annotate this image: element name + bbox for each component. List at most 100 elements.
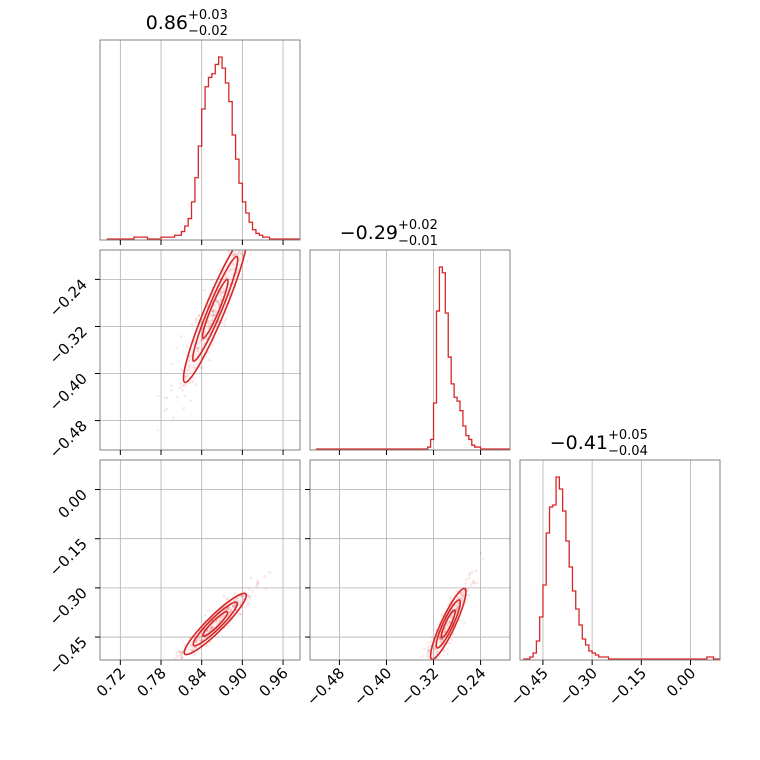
scatter-point: [240, 276, 243, 280]
scatter-point: [211, 308, 214, 312]
scatter-point: [266, 192, 269, 195]
scatter-point: [179, 386, 182, 390]
title-plus-error: +0.03: [188, 8, 228, 23]
scatter-point: [206, 630, 209, 633]
scatter-point: [468, 573, 471, 577]
scatter-point: [231, 604, 235, 608]
scatter-point: [211, 313, 215, 317]
panel-title-0: 0.86 +0.03−0.02: [146, 8, 228, 39]
scatter-point: [439, 638, 443, 642]
scatter-point: [232, 604, 235, 608]
scatter-point: [181, 389, 184, 392]
scatter-point: [241, 595, 245, 598]
y-tick-label: −0.45: [46, 633, 91, 678]
scatter-point: [228, 612, 232, 615]
contour-level-1: [192, 601, 239, 647]
scatter-point: [439, 640, 443, 644]
scatter-point: [195, 638, 199, 642]
scatter-point: [207, 358, 211, 362]
scatter-point: [256, 581, 259, 584]
scatter-point: [237, 250, 241, 253]
scatter-point: [206, 644, 210, 647]
panel-frame: [99, 459, 301, 661]
scatter-point: [427, 653, 430, 656]
scatter-point: [456, 596, 460, 599]
scatter-point: [182, 384, 185, 387]
scatter-point: [210, 627, 213, 631]
scatter-point: [236, 253, 240, 256]
scatter-point: [425, 661, 428, 664]
title-plus-error: +0.02: [398, 218, 438, 233]
scatter-point: [446, 624, 449, 627]
scatter-point: [179, 651, 183, 654]
scatter-point: [223, 613, 226, 617]
scatter-point: [219, 617, 223, 621]
scatter-point: [209, 321, 213, 325]
scatter-point: [229, 609, 233, 613]
scatter-point: [248, 588, 251, 591]
panel-content: [523, 476, 720, 660]
scatter-point: [443, 649, 446, 652]
contour-level-1: [191, 255, 239, 362]
scatter-point: [177, 650, 181, 654]
scatter-point: [183, 375, 187, 379]
scatter-point: [239, 600, 242, 604]
scatter-point: [238, 258, 241, 262]
scatter-point: [435, 651, 439, 654]
scatter-point: [207, 351, 210, 354]
scatter-point: [229, 608, 233, 611]
title-value: 0.86: [146, 12, 188, 34]
scatter-point: [472, 579, 476, 583]
scatter-point: [222, 287, 226, 291]
scatter-point: [221, 615, 224, 618]
scatter-point: [231, 253, 235, 257]
scatter-point: [433, 647, 436, 650]
scatter-point: [220, 291, 223, 295]
scatter-point: [446, 647, 449, 651]
scatter-point: [429, 643, 432, 647]
title-minus-error: −0.01: [398, 234, 438, 249]
scatter-point: [194, 320, 198, 324]
scatter-point: [180, 652, 183, 656]
scatter-point: [448, 641, 452, 645]
scatter-point: [216, 300, 219, 304]
scatter-point: [235, 596, 239, 600]
contour-level-2: [440, 609, 456, 639]
scatter-point: [211, 625, 215, 629]
scatter-point: [203, 613, 207, 617]
scatter-point: [468, 571, 472, 575]
scatter-point: [181, 649, 185, 653]
scatter-point: [217, 268, 220, 272]
scatter-point: [232, 604, 235, 608]
scatter-point: [240, 594, 244, 597]
scatter-point: [255, 225, 258, 228]
scatter-point: [232, 267, 236, 271]
scatter-point: [215, 618, 219, 622]
panel-content: [172, 571, 272, 667]
scatter-point: [224, 608, 228, 612]
x-tick-label: −0.15: [605, 664, 650, 709]
scatter-point: [450, 638, 453, 641]
scatter-point: [196, 638, 199, 642]
scatter-point: [450, 614, 454, 618]
scatter-point: [252, 219, 255, 222]
scatter-point: [172, 664, 175, 667]
scatter-point: [421, 655, 424, 658]
scatter-point: [246, 260, 249, 263]
scatter-point: [198, 636, 201, 639]
scatter-point: [481, 557, 485, 561]
scatter-point: [165, 407, 169, 411]
gridlines: [339, 250, 481, 450]
scatter-point: [180, 651, 184, 654]
x-tick-label: −0.24: [444, 664, 489, 709]
scatter-point: [219, 294, 222, 297]
scatter-point: [460, 596, 463, 600]
scatter-point: [198, 313, 201, 317]
scatter-point: [440, 638, 444, 641]
scatter-point: [191, 380, 194, 384]
y-tick-label: −0.40: [46, 370, 91, 415]
scatter-point: [184, 383, 188, 386]
x-tick-label: −0.48: [303, 664, 348, 709]
scatter-point: [475, 581, 479, 585]
scatter-point: [206, 629, 209, 632]
